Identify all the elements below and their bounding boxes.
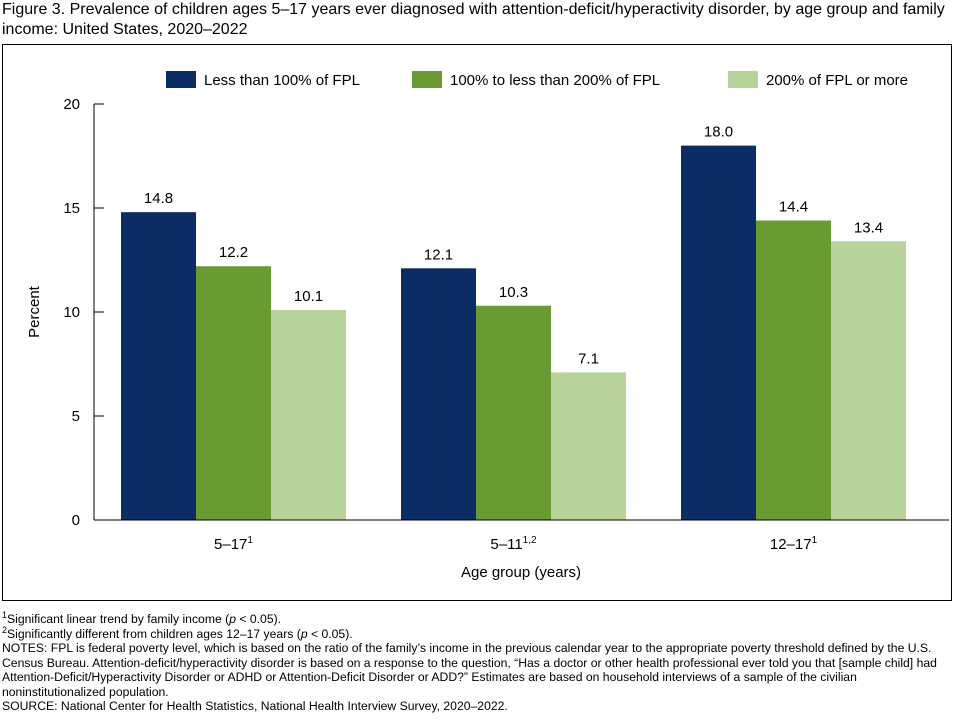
notes-text: NOTES: FPL is federal poverty level, whi… bbox=[2, 641, 937, 699]
y-tick-label-0: 0 bbox=[72, 512, 80, 529]
bar-2-2 bbox=[476, 305, 551, 520]
legend-swatch-3 bbox=[728, 71, 758, 88]
bar-1-3 bbox=[681, 145, 756, 520]
y-tick-label-4: 20 bbox=[63, 96, 80, 113]
y-tick-label-2: 10 bbox=[63, 304, 80, 321]
bar-2-3 bbox=[756, 220, 831, 521]
x-tick-label-1: 5–171 bbox=[214, 535, 253, 553]
x-axis-title: Age group (years) bbox=[461, 564, 581, 581]
data-label-3-3: 13.4 bbox=[854, 219, 883, 236]
data-label-2-1: 12.2 bbox=[219, 244, 248, 261]
legend-label-3: 200% of FPL or more bbox=[766, 72, 908, 89]
data-label-3-2: 7.1 bbox=[578, 350, 599, 367]
data-label-2-2: 10.3 bbox=[499, 284, 528, 301]
source-text: SOURCE: National Center for Health Stati… bbox=[2, 699, 508, 713]
x-tick-label-2: 5–111,2 bbox=[490, 535, 537, 553]
data-label-3-1: 10.1 bbox=[294, 288, 323, 305]
legend-label-1: Less than 100% of FPL bbox=[204, 72, 360, 89]
data-label-1-1: 14.8 bbox=[144, 190, 173, 207]
legend-swatch-2 bbox=[412, 71, 442, 88]
y-tick-label-1: 5 bbox=[72, 408, 80, 425]
footnotes: 1Significant linear trend by family inco… bbox=[2, 610, 957, 714]
bar-chart: 14.8 12.1 18.0 12.2 10.3 14.4 10.1 7.1 13.4 0 5 10 1… bbox=[26, 71, 949, 581]
footnote-1: 1Significant linear trend by family inco… bbox=[2, 610, 282, 627]
data-label-1-3: 18.0 bbox=[704, 124, 733, 141]
figure-title: Figure 3. Prevalence of children ages 5–… bbox=[2, 1, 945, 38]
legend-label-2: 100% to less than 200% of FPL bbox=[450, 72, 660, 89]
legend-swatch-1 bbox=[166, 71, 196, 88]
footnote-2: 2Significantly different from children a… bbox=[2, 624, 353, 641]
x-tick-label-3: 12–171 bbox=[770, 535, 818, 553]
data-label-2-3: 14.4 bbox=[779, 198, 808, 215]
y-tick-label-3: 15 bbox=[63, 200, 80, 217]
chart-frame: 14.8 12.1 18.0 12.2 10.3 14.4 10.1 7.1 13.4 0 5 10 1… bbox=[2, 44, 952, 601]
bar-1-2 bbox=[401, 268, 476, 520]
bar-3-3 bbox=[831, 241, 906, 520]
y-axis-title: Percent bbox=[26, 285, 43, 338]
bar-2-1 bbox=[196, 266, 271, 520]
data-label-1-2: 12.1 bbox=[424, 246, 453, 263]
bar-3-2 bbox=[551, 372, 626, 520]
bar-3-1 bbox=[271, 309, 346, 520]
bar-1-1 bbox=[121, 212, 196, 520]
